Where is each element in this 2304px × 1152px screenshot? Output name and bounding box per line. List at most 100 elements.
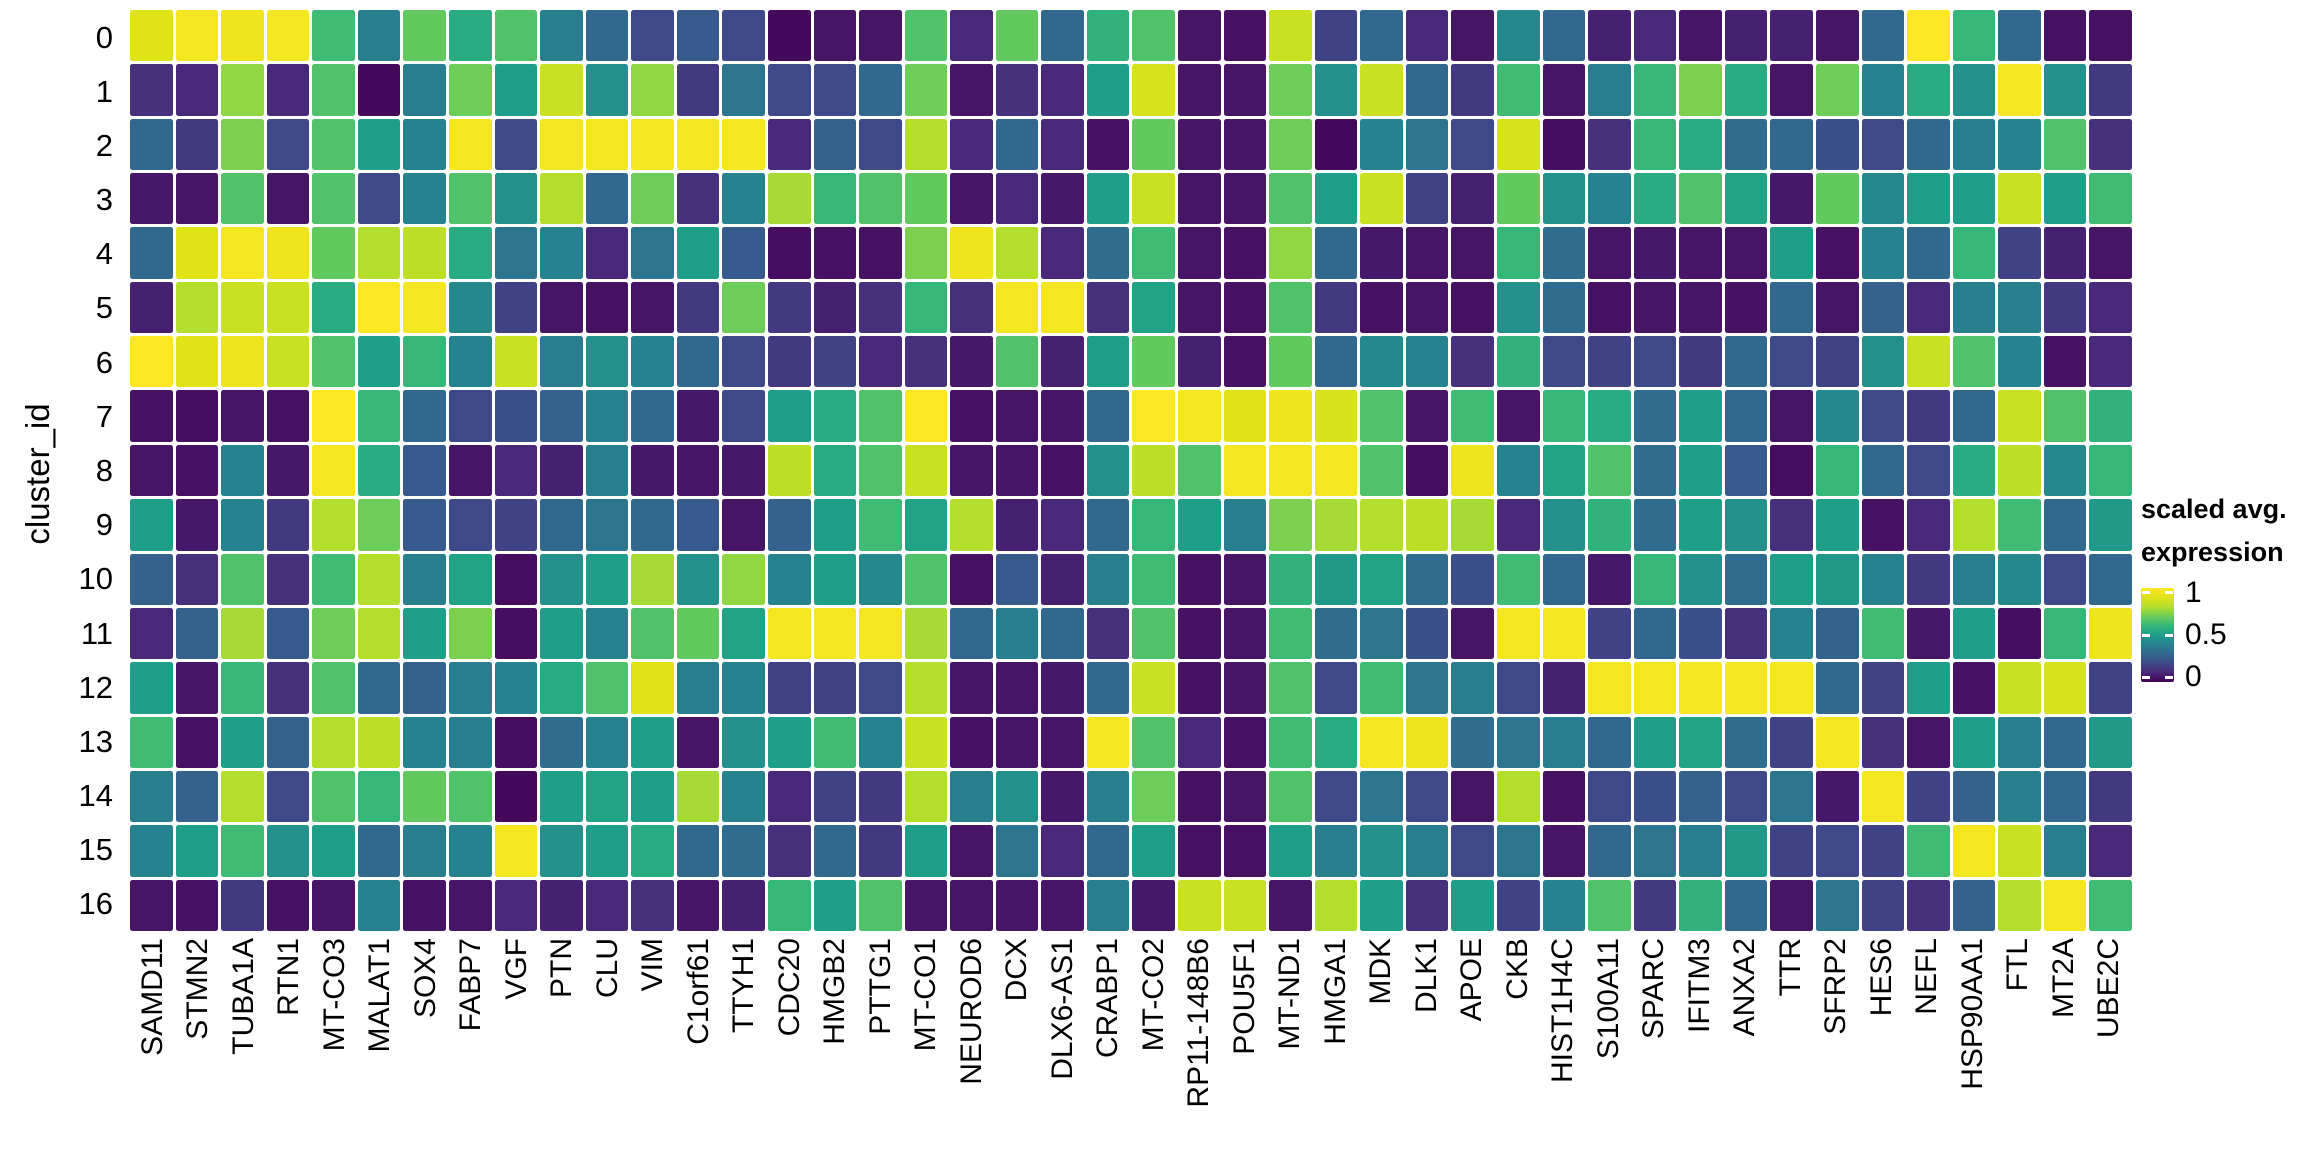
heatmap-cell <box>1223 173 1267 225</box>
heatmap-cell <box>357 390 401 442</box>
column-tick-label: CDC20 <box>772 938 806 1037</box>
row-tick-label: 0 <box>95 19 113 55</box>
heatmap-cell <box>1314 118 1358 171</box>
heatmap-cell <box>1588 227 1631 279</box>
heatmap-cell <box>1360 336 1403 388</box>
heatmap-cell <box>494 118 538 171</box>
heatmap-cell <box>1451 173 1495 225</box>
heatmap-cell <box>1360 281 1403 334</box>
heatmap-cell <box>1451 390 1495 442</box>
heatmap-cell <box>859 118 902 171</box>
heatmap-cell <box>1724 444 1768 497</box>
heatmap-cell <box>357 64 401 116</box>
heatmap-cell <box>494 227 538 279</box>
heatmap-cell <box>1178 390 1221 442</box>
heatmap-cell <box>1907 10 1950 62</box>
heatmap-cell <box>904 227 948 279</box>
heatmap-cell <box>1724 662 1768 714</box>
heatmap-cell <box>995 770 1039 823</box>
heatmap-cell <box>1724 64 1768 116</box>
heatmap-cell <box>2043 281 2087 334</box>
heatmap-cell <box>357 770 401 823</box>
heatmap-cell <box>357 10 401 62</box>
heatmap-cell <box>540 390 583 442</box>
heatmap-cell <box>1497 770 1540 823</box>
heatmap-cell <box>1041 281 1084 334</box>
heatmap-cell <box>1770 173 1814 225</box>
heatmap-cell <box>1952 444 1996 497</box>
heatmap-cell <box>1770 607 1814 660</box>
heatmap-cell <box>676 444 720 497</box>
heatmap-cell <box>1405 64 1449 116</box>
heatmap-cell <box>813 118 857 171</box>
heatmap-cell <box>995 662 1039 714</box>
heatmap-cell <box>448 64 492 116</box>
heatmap-cell <box>448 607 492 660</box>
legend: scaled avg. expression 1 0.5 0 <box>2141 488 2304 692</box>
heatmap-cell <box>904 553 948 605</box>
heatmap-cell <box>995 390 1039 442</box>
heatmap-cell <box>221 444 264 497</box>
heatmap-cell <box>540 10 583 62</box>
heatmap-cell <box>585 879 629 931</box>
heatmap-cell <box>403 825 446 877</box>
heatmap-cell <box>1952 390 1996 442</box>
heatmap-cell <box>767 879 811 931</box>
heatmap-cell <box>1041 825 1084 877</box>
heatmap-cell <box>1542 879 1586 931</box>
heatmap-cell <box>1542 173 1586 225</box>
row-tick-label: 7 <box>95 398 113 434</box>
heatmap-cell <box>175 10 219 62</box>
heatmap-cell <box>722 390 765 442</box>
heatmap-cell <box>1542 553 1586 605</box>
heatmap-cell <box>676 118 720 171</box>
heatmap-cell <box>1724 607 1768 660</box>
heatmap-cell <box>266 227 310 279</box>
heatmap-cell <box>1633 64 1677 116</box>
heatmap-cell <box>1770 553 1814 605</box>
heatmap-cell <box>1633 607 1677 660</box>
heatmap-cell <box>1405 716 1449 768</box>
heatmap-cell <box>1816 227 1859 279</box>
heatmap-cell <box>1269 770 1312 823</box>
heatmap-cell <box>1178 281 1221 334</box>
heatmap-cell <box>1132 64 1176 116</box>
heatmap-cell <box>1269 227 1312 279</box>
heatmap-cell <box>1588 118 1631 171</box>
heatmap-cell <box>585 390 629 442</box>
heatmap-cell <box>1542 64 1586 116</box>
heatmap-cell <box>1132 173 1176 225</box>
heatmap-cell <box>130 281 173 334</box>
heatmap-cell <box>1633 499 1677 551</box>
heatmap-cell <box>995 444 1039 497</box>
heatmap-cell <box>1907 227 1950 279</box>
heatmap-cell <box>1041 227 1084 279</box>
heatmap-cell <box>950 227 993 279</box>
heatmap-cell <box>266 607 310 660</box>
heatmap-cell <box>1178 662 1221 714</box>
heatmap-cell <box>540 770 583 823</box>
heatmap-cell <box>266 444 310 497</box>
heatmap-cell <box>1132 390 1176 442</box>
heatmap-cell <box>266 770 310 823</box>
heatmap-cell <box>676 825 720 877</box>
heatmap-cell <box>1588 390 1631 442</box>
heatmap-cell <box>813 444 857 497</box>
heatmap-cell <box>1679 879 1722 931</box>
heatmap-cell <box>266 336 310 388</box>
heatmap-cell <box>1041 553 1084 605</box>
row-tick-label: 13 <box>78 723 113 759</box>
heatmap-cell <box>995 173 1039 225</box>
heatmap-cell <box>403 553 446 605</box>
heatmap-cell <box>1086 444 1130 497</box>
heatmap-cell <box>1360 553 1403 605</box>
heatmap-cell <box>448 118 492 171</box>
heatmap-cell <box>1588 444 1631 497</box>
heatmap-cell <box>1086 716 1130 768</box>
heatmap-cell <box>2043 662 2087 714</box>
heatmap-cell <box>1861 716 1905 768</box>
heatmap-cell <box>1907 390 1950 442</box>
heatmap-cell <box>357 227 401 279</box>
heatmap-cell <box>1223 444 1267 497</box>
heatmap-cell <box>1451 553 1495 605</box>
